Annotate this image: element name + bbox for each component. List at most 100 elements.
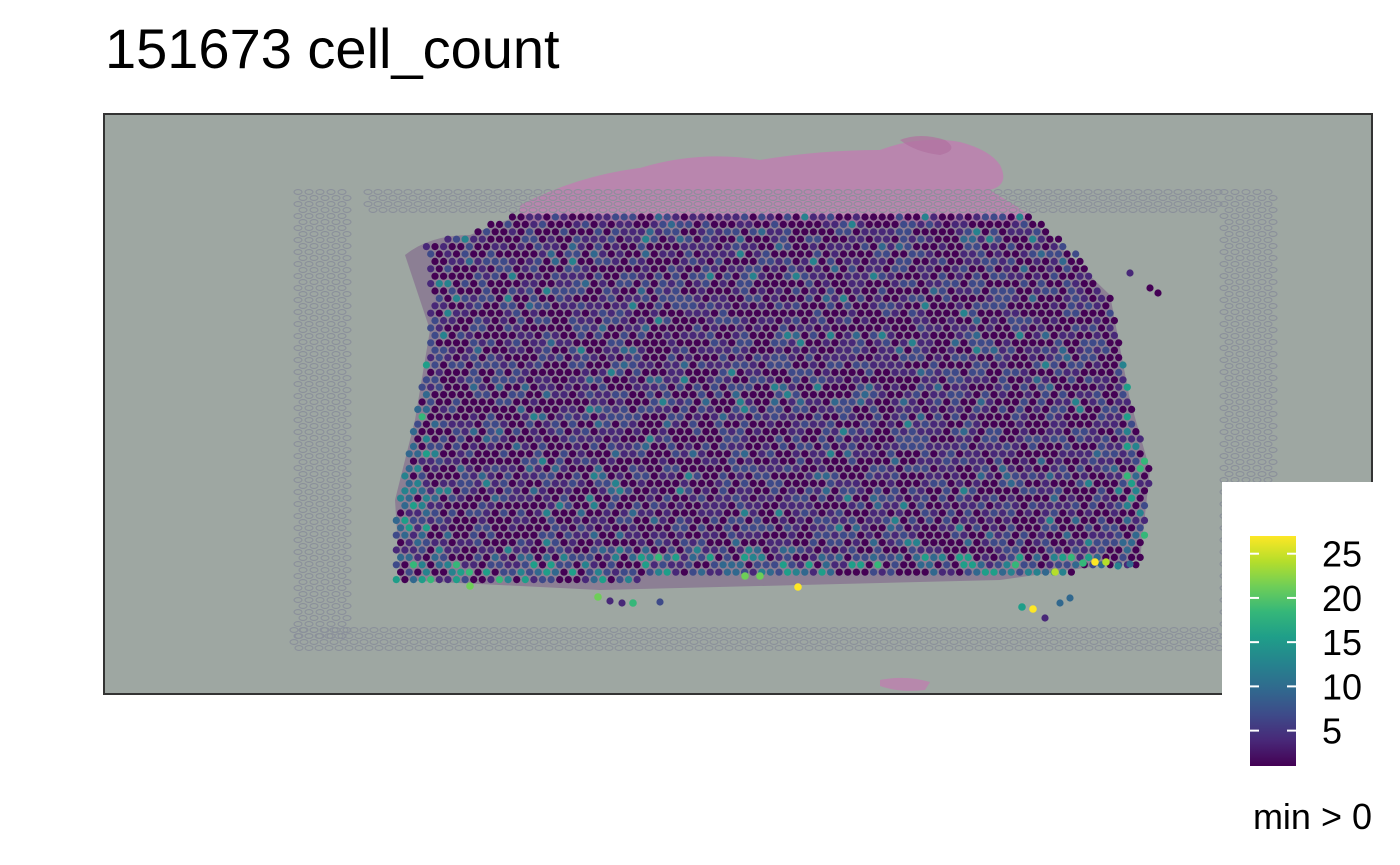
spot	[943, 294, 951, 302]
spot	[569, 257, 577, 265]
spot	[642, 516, 650, 525]
spot	[921, 391, 929, 399]
spot	[865, 413, 873, 421]
spot	[891, 428, 899, 436]
fiducial-spot	[1252, 261, 1262, 267]
spot	[779, 428, 787, 436]
spot	[478, 294, 486, 302]
spot	[1020, 413, 1028, 421]
spot	[620, 346, 628, 354]
spot	[556, 457, 564, 465]
fiducial-spot	[1224, 195, 1234, 201]
spot	[590, 442, 598, 450]
spot	[960, 487, 968, 495]
fiducial-spot	[304, 381, 314, 387]
spot	[801, 405, 809, 413]
spot	[431, 302, 439, 310]
spot	[465, 494, 473, 502]
fiducial-spot	[315, 213, 325, 219]
spot	[947, 228, 955, 236]
spot	[422, 450, 430, 458]
fiducial-spot	[320, 207, 330, 213]
spot	[1080, 472, 1088, 480]
fiducial-spot	[320, 243, 330, 249]
spot	[809, 509, 818, 517]
fiducial-spot	[738, 207, 748, 213]
fiducial-spot	[1230, 453, 1240, 459]
spot	[547, 428, 555, 436]
fiducial-spot	[558, 207, 568, 213]
spot	[715, 302, 723, 310]
fiducial-spot	[326, 537, 336, 543]
spot	[762, 309, 770, 317]
fiducial-spot	[1224, 279, 1234, 285]
spot	[1102, 509, 1110, 517]
fiducial-spot	[304, 525, 314, 531]
fiducial-spot	[878, 207, 888, 213]
spot	[814, 265, 822, 273]
fiducial-spot	[733, 189, 743, 195]
spot	[573, 235, 581, 243]
spot	[938, 272, 947, 280]
fiducial-spot	[974, 633, 984, 639]
spot	[655, 346, 663, 354]
spot	[1102, 494, 1110, 502]
spot	[672, 346, 680, 354]
spot	[431, 391, 439, 399]
spot	[629, 494, 637, 502]
spot	[741, 435, 749, 443]
spot	[1011, 398, 1020, 406]
spot	[560, 302, 568, 310]
spot	[444, 502, 452, 510]
fiducial-spot	[331, 363, 341, 369]
spot	[521, 531, 529, 539]
spot	[762, 324, 770, 332]
fiducial-spot	[958, 207, 968, 213]
spot	[590, 339, 598, 347]
spot	[620, 376, 628, 384]
spot	[551, 479, 560, 487]
fiducial-spot	[1034, 633, 1044, 639]
spot	[435, 265, 443, 273]
fiducial-spot	[369, 639, 379, 645]
spot	[607, 250, 615, 258]
fiducial-spot	[1009, 627, 1019, 633]
spot	[973, 213, 981, 221]
fiducial-spot	[1084, 645, 1094, 651]
spot	[930, 509, 938, 517]
fiducial-spot	[337, 249, 347, 255]
spot	[457, 346, 465, 354]
spot	[977, 354, 985, 362]
spot	[1042, 450, 1050, 458]
spot	[698, 450, 706, 458]
spot	[534, 302, 542, 310]
fiducial-spot	[674, 633, 684, 639]
spot	[452, 324, 461, 332]
fiducial-spot	[293, 453, 303, 459]
spot	[779, 383, 787, 391]
spot	[1102, 405, 1110, 413]
spot	[427, 280, 435, 288]
spot	[581, 398, 590, 406]
spot	[663, 331, 671, 339]
spot	[775, 479, 783, 487]
spot	[934, 472, 942, 480]
spot	[1016, 391, 1024, 399]
fiducial-spot	[678, 195, 688, 201]
fiducial-spot	[973, 189, 983, 195]
spot	[990, 450, 998, 458]
spot	[547, 472, 555, 480]
spot	[470, 339, 478, 347]
spot	[749, 494, 757, 502]
spot	[526, 257, 534, 265]
spot	[1119, 420, 1127, 428]
spot	[594, 509, 603, 517]
fiducial-spot	[1088, 207, 1098, 213]
fiducial-spot	[298, 303, 308, 309]
spot	[736, 354, 744, 362]
spot	[663, 494, 671, 502]
fiducial-spot	[337, 345, 347, 351]
spot	[530, 383, 538, 391]
spot	[612, 228, 620, 236]
spot	[663, 257, 671, 265]
